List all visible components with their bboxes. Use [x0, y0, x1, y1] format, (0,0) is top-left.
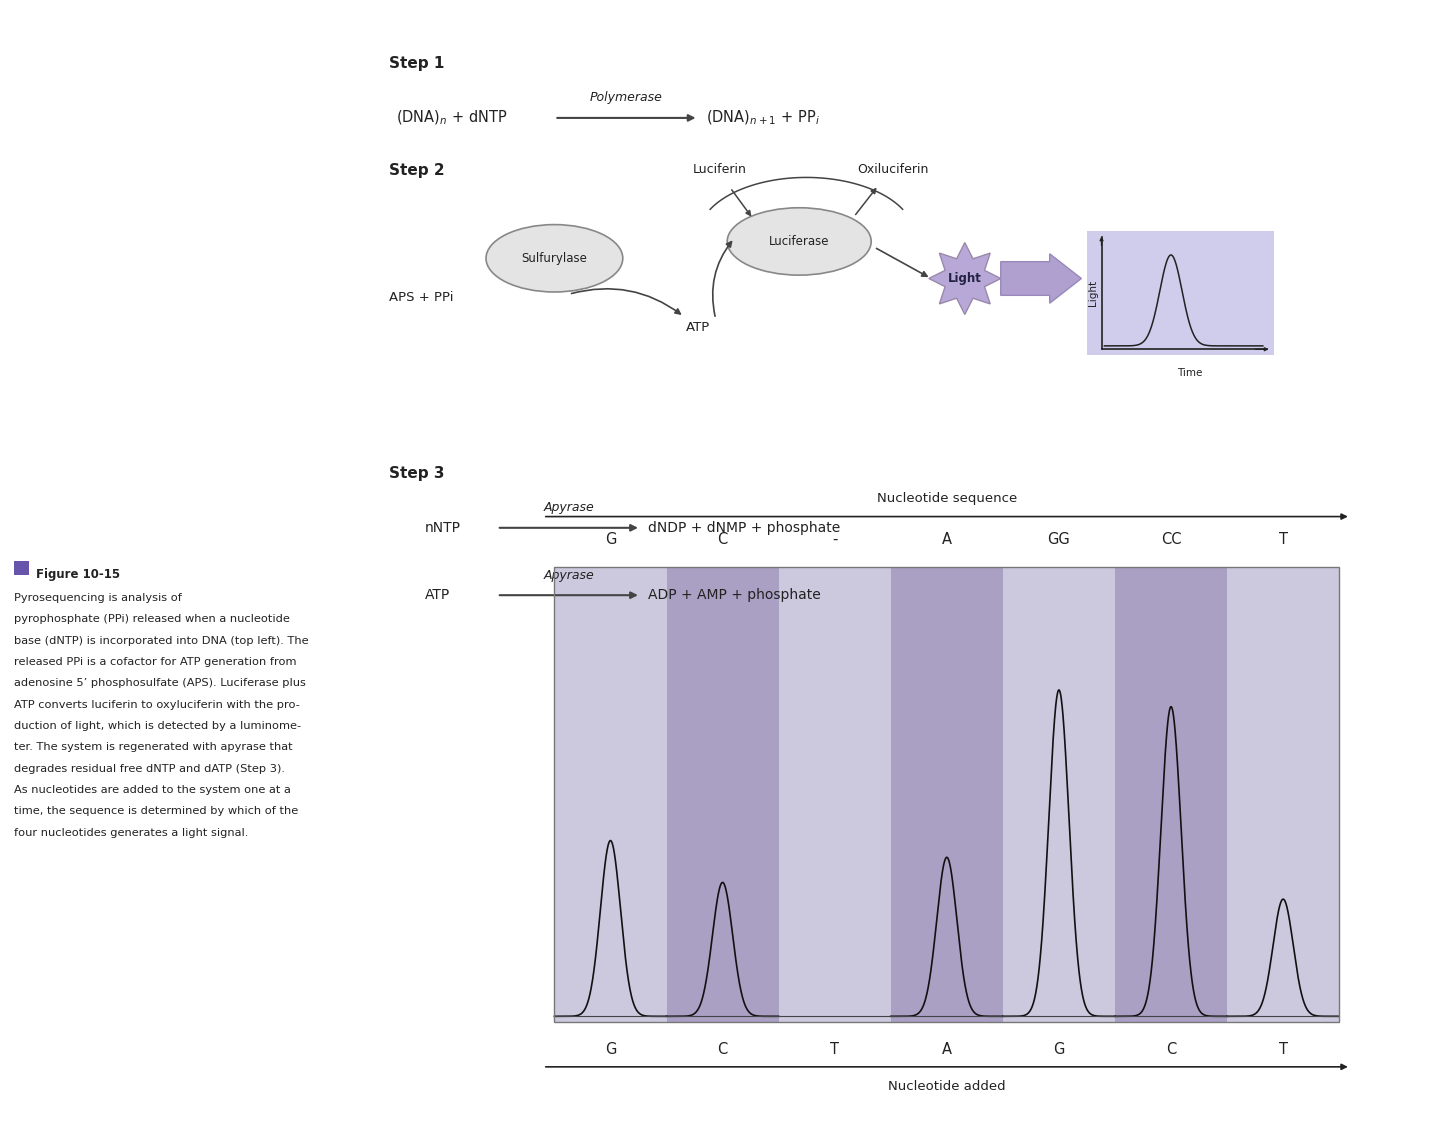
Text: (DNA)$_{n+1}$ + PP$_i$: (DNA)$_{n+1}$ + PP$_i$	[706, 109, 819, 127]
Text: four nucleotides generates a light signal.: four nucleotides generates a light signa…	[14, 828, 249, 838]
Text: base (dNTP) is incorporated into DNA (top left). The: base (dNTP) is incorporated into DNA (to…	[14, 636, 310, 646]
Text: Sulfurylase: Sulfurylase	[521, 252, 588, 265]
Text: G: G	[605, 1042, 616, 1057]
Text: C: C	[717, 532, 727, 547]
Text: A: A	[942, 1042, 952, 1057]
Bar	[667, 567, 779, 1022]
Text: ATP converts luciferin to oxyluciferin with the pro-: ATP converts luciferin to oxyluciferin w…	[14, 700, 301, 710]
Bar	[1115, 567, 1227, 1022]
Text: ter. The system is regenerated with apyrase that: ter. The system is regenerated with apyr…	[14, 742, 292, 752]
Text: Figure 10-15: Figure 10-15	[36, 568, 120, 582]
Text: C: C	[1166, 1042, 1176, 1057]
Text: Polymerase: Polymerase	[590, 91, 662, 104]
Text: Luciferin: Luciferin	[693, 163, 747, 176]
Text: Light: Light	[948, 272, 982, 285]
Bar	[554, 567, 1339, 1022]
Text: G: G	[605, 532, 616, 547]
Polygon shape	[929, 243, 1001, 314]
Bar	[14, 560, 29, 575]
Bar	[1227, 567, 1339, 1022]
Text: released PPi is a cofactor for ATP generation from: released PPi is a cofactor for ATP gener…	[14, 657, 297, 667]
Text: As nucleotides are added to the system one at a: As nucleotides are added to the system o…	[14, 785, 291, 795]
Text: CC: CC	[1161, 532, 1181, 547]
Text: GG: GG	[1047, 532, 1070, 547]
Text: Pyrosequencing is analysis of: Pyrosequencing is analysis of	[14, 593, 183, 603]
Text: Apyrase: Apyrase	[543, 501, 595, 514]
Text: Nucleotide sequence: Nucleotide sequence	[877, 492, 1017, 505]
Text: dNDP + dNMP + phosphate: dNDP + dNMP + phosphate	[648, 521, 841, 535]
Bar	[1002, 567, 1115, 1022]
Text: duction of light, which is detected by a luminome-: duction of light, which is detected by a…	[14, 721, 301, 731]
Text: G: G	[1053, 1042, 1064, 1057]
Text: ATP: ATP	[425, 588, 451, 602]
Text: Luciferase: Luciferase	[769, 235, 829, 248]
FancyBboxPatch shape	[1087, 231, 1274, 355]
Text: time, the sequence is determined by which of the: time, the sequence is determined by whic…	[14, 806, 298, 816]
Ellipse shape	[487, 225, 622, 292]
Bar	[891, 567, 1002, 1022]
Text: T: T	[1279, 1042, 1287, 1057]
Text: ADP + AMP + phosphate: ADP + AMP + phosphate	[648, 588, 821, 602]
Text: Step 1: Step 1	[389, 56, 444, 71]
Ellipse shape	[727, 208, 871, 275]
Bar	[779, 567, 891, 1022]
Text: Nucleotide added: Nucleotide added	[888, 1080, 1005, 1094]
Text: (DNA)$_n$ + dNTP: (DNA)$_n$ + dNTP	[396, 109, 508, 127]
Text: Apyrase: Apyrase	[543, 568, 595, 582]
Text: APS + PPi: APS + PPi	[389, 291, 454, 304]
Text: A: A	[942, 532, 952, 547]
Text: -: -	[832, 532, 838, 547]
Bar	[554, 567, 667, 1022]
Text: adenosine 5’ phosphosulfate (APS). Luciferase plus: adenosine 5’ phosphosulfate (APS). Lucif…	[14, 678, 307, 688]
Text: nNTP: nNTP	[425, 521, 461, 535]
Text: degrades residual free dNTP and dATP (Step 3).: degrades residual free dNTP and dATP (St…	[14, 764, 285, 774]
Text: T: T	[831, 1042, 840, 1057]
Text: Oxiluciferin: Oxiluciferin	[857, 163, 929, 176]
Text: Time: Time	[1178, 368, 1202, 378]
Text: Light: Light	[1087, 280, 1097, 307]
Text: ATP: ATP	[687, 321, 710, 335]
Text: pyrophosphate (PPi) released when a nucleotide: pyrophosphate (PPi) released when a nucl…	[14, 614, 291, 624]
FancyArrow shape	[1001, 254, 1081, 303]
Text: Step 2: Step 2	[389, 163, 445, 177]
Text: Step 3: Step 3	[389, 466, 445, 481]
Text: C: C	[717, 1042, 727, 1057]
Text: T: T	[1279, 532, 1287, 547]
